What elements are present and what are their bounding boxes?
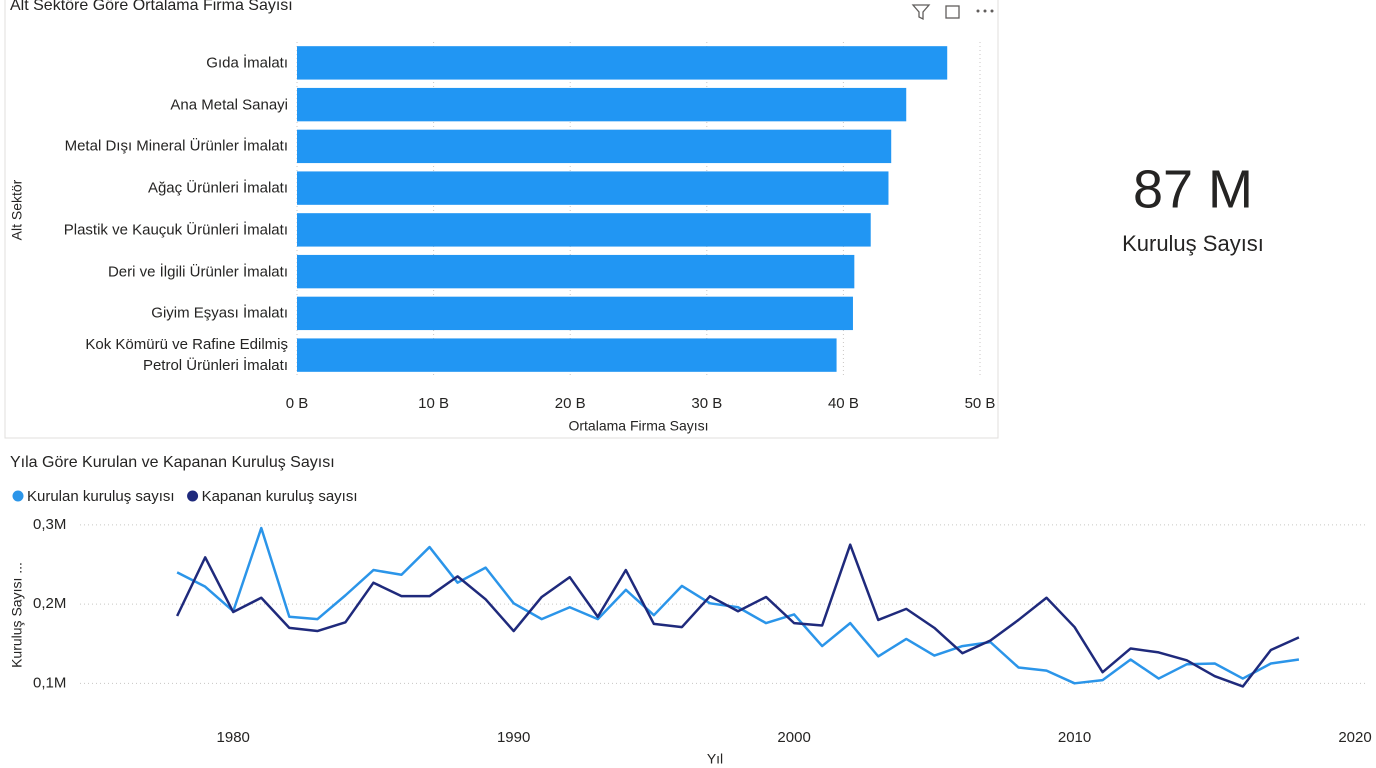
x-axis-title: Ortalama Firma Sayısı <box>568 418 708 434</box>
legend-marker <box>12 490 24 502</box>
bar <box>297 338 837 372</box>
legend-label: Kapanan kuruluş sayısı <box>202 488 358 505</box>
y-tick-label: Ağaç Ürünleri İmalatı <box>147 179 288 197</box>
x-tick-label: 2000 <box>777 729 810 746</box>
y-tick-label: Deri ve İlgili Ürünler İmalatı <box>107 263 288 281</box>
x-tick-label: 2020 <box>1338 729 1371 746</box>
bar <box>297 87 907 122</box>
bar <box>297 129 892 164</box>
x-tick-label: 0 B <box>286 395 309 412</box>
bar <box>297 213 871 247</box>
y-tick-label: Gıda İmalatı <box>206 54 288 72</box>
bar <box>297 171 889 205</box>
card-label: Kuruluş Sayısı <box>1122 231 1264 256</box>
y-tick-label: Metal Dışı Mineral Ürünler İmalatı <box>64 137 288 155</box>
x-tick-label: 50 B <box>965 395 996 412</box>
filter-icon[interactable] <box>911 4 931 21</box>
y-tick-label: Plastik ve Kauçuk Ürünleri İmalatı <box>63 221 288 239</box>
visual-toolbar[interactable] <box>911 4 994 21</box>
bar <box>297 254 855 289</box>
y-tick-label: Giyim Eşyası İmalatı <box>151 304 288 322</box>
x-tick-label: 20 B <box>555 395 586 412</box>
x-tick-label: 2010 <box>1058 729 1091 746</box>
y-tick-label: Kok Kömürü ve Rafine Edilmiş Petrol Ürün… <box>85 336 288 375</box>
bar <box>297 46 948 80</box>
focus-icon[interactable] <box>945 5 960 19</box>
y-tick-label: 0,2M <box>33 595 66 612</box>
line <box>176 526 1300 685</box>
x-tick-label: 1990 <box>497 729 530 746</box>
more-icon[interactable] <box>976 9 994 13</box>
x-tick-label: 10 B <box>418 395 449 412</box>
card-value: 87 M <box>1133 159 1253 219</box>
bar <box>297 296 853 331</box>
x-axis-title: Yıl <box>707 751 723 767</box>
legend-label: Kurulan kuruluş sayısı <box>27 488 175 505</box>
chart-title: Alt Sektöre Göre Ortalama Firma Sayısı <box>10 0 293 14</box>
line <box>176 543 1300 688</box>
x-tick-label: 40 B <box>828 395 859 412</box>
x-tick-label: 1980 <box>217 729 250 746</box>
chart-title: Yıla Göre Kurulan ve Kapanan Kuruluş Say… <box>10 454 335 471</box>
y-tick-label: Ana Metal Sanayi <box>170 96 288 114</box>
y-axis-title: Kuruluş Sayısı ... <box>9 562 25 668</box>
x-tick-label: 30 B <box>691 395 722 412</box>
legend-marker <box>187 490 199 502</box>
y-tick-label: 0,1M <box>33 674 66 691</box>
y-tick-label: 0,3M <box>33 516 66 533</box>
y-axis-title: Alt Sektör <box>9 179 25 240</box>
